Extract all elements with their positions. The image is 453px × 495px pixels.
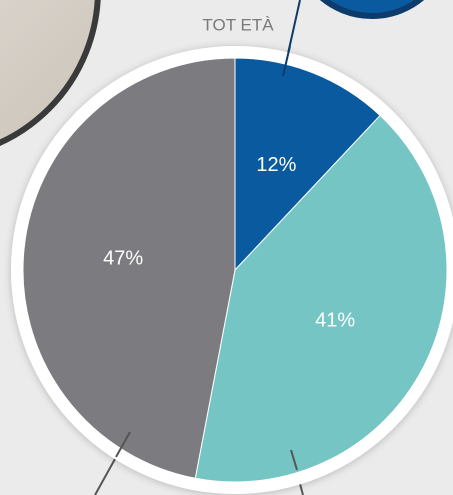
pie: 12% 41% 47% [23,58,447,482]
chart: TOT ETÀ 12% 41% 47% [0,0,453,495]
chart-title: TOT ETÀ [202,15,274,34]
data-label: 41% [315,309,355,331]
data-label: 12% [256,154,296,176]
page: TOT ETÀ 12%41%47% (() => { const data = … [0,0,453,495]
data-label: 47% [103,248,143,270]
